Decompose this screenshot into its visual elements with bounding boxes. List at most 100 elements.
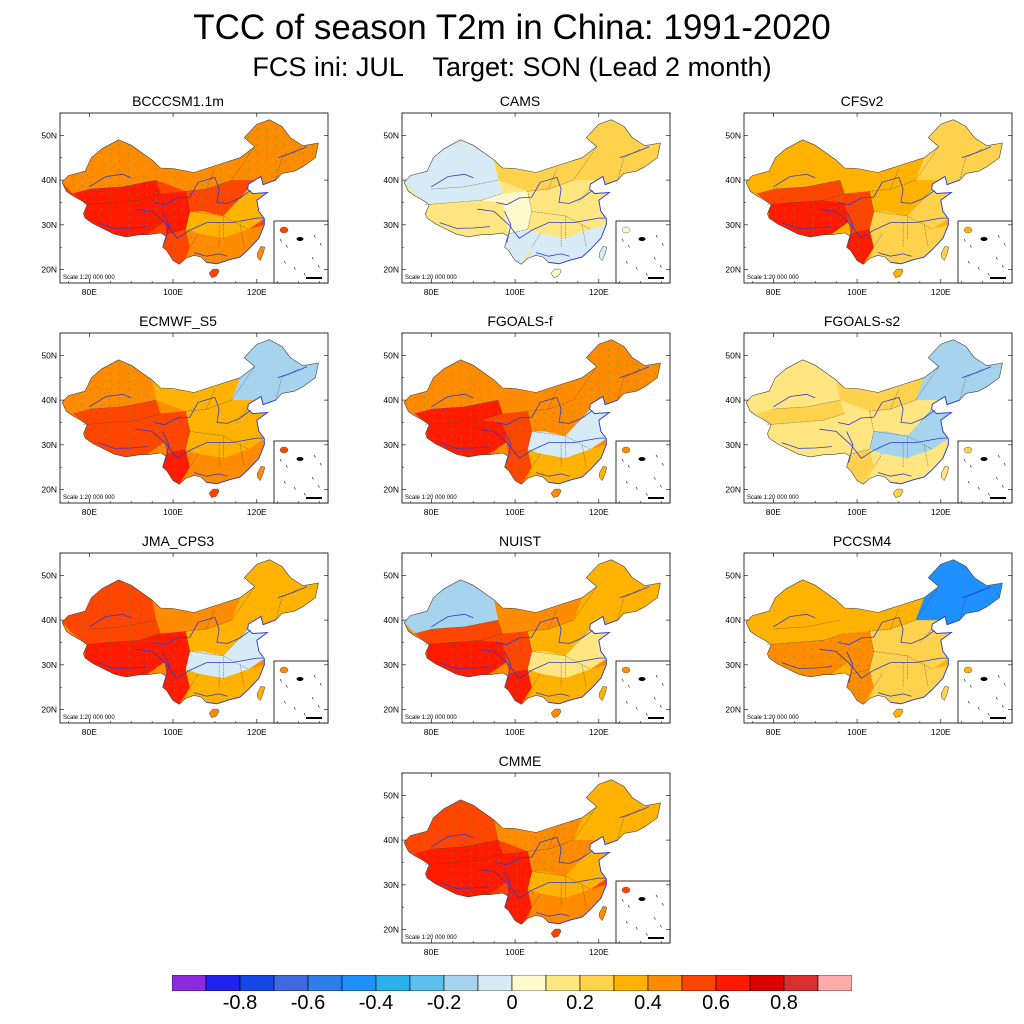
sig-marker: + — [479, 655, 482, 660]
sig-marker: + — [626, 371, 629, 376]
colorbar-swatch — [375, 975, 411, 991]
sig-marker: + — [469, 403, 472, 408]
sig-marker: + — [506, 679, 509, 684]
sig-marker: + — [442, 403, 445, 408]
colorbar-swatch — [579, 975, 615, 991]
map-panel-bcccsm1-1m: BCCCSM1.1m + + + + + + + + + + + + + + + + + + + + + + + + + + + + + +… — [28, 93, 329, 297]
sig-marker: + — [109, 199, 112, 204]
y-tick-label: 40N — [383, 835, 399, 845]
sig-marker: + — [515, 427, 518, 432]
sig-marker: + — [543, 411, 546, 416]
tcc-region — [425, 640, 509, 677]
sig-marker: + — [525, 851, 528, 856]
sig-marker: + — [127, 583, 130, 588]
sig-marker: + — [515, 671, 518, 676]
sig-marker: + — [497, 883, 500, 888]
y-tick-label: 30N — [383, 220, 399, 230]
sig-marker: + — [183, 207, 186, 212]
taiwan-island — [598, 466, 608, 482]
sig-marker: + — [811, 207, 814, 212]
sig-marker: + — [571, 419, 574, 424]
sig-marker: + — [118, 223, 121, 228]
colorbar-tick-label: -0.6 — [290, 992, 326, 1014]
hainan-island — [208, 708, 220, 718]
sig-marker: + — [109, 427, 112, 432]
sig-marker: + — [100, 419, 103, 424]
sig-marker: + — [173, 631, 176, 636]
sig-marker: + — [164, 427, 167, 432]
sig-marker: + — [460, 803, 463, 808]
sig-marker: + — [525, 687, 528, 692]
sig-marker: + — [451, 427, 454, 432]
y-tick-label: 30N — [383, 440, 399, 450]
tcc-region — [185, 620, 255, 656]
sig-marker: + — [488, 835, 491, 840]
map-panel-fgoals-s2: FGOALS-s2 Scale 1:20 000 000 50N 40N 30N 20N 8… — [712, 313, 1013, 517]
sig-marker: + — [848, 679, 851, 684]
sig-marker: + — [617, 371, 620, 376]
sig-marker: + — [433, 819, 436, 824]
sig-marker: + — [506, 827, 509, 832]
scale-note: Scale 1:20 000 000 — [405, 495, 457, 501]
sig-marker: + — [867, 207, 870, 212]
sig-marker: + — [793, 655, 796, 660]
x-tick-label: 80E — [424, 727, 439, 737]
x-tick-label: 80E — [766, 287, 781, 297]
tcc-region — [915, 559, 1003, 625]
tcc-region — [414, 180, 503, 205]
sig-marker: + — [784, 647, 787, 652]
sig-marker: + — [146, 607, 149, 612]
sig-marker: + — [451, 883, 454, 888]
axis-ticks: 50N 40N 30N 20N 80E 100E 120E — [41, 112, 328, 297]
sig-marker: + — [109, 647, 112, 652]
sig-marker: + — [247, 167, 250, 172]
sig-marker: + — [183, 459, 186, 464]
sig-marker: + — [433, 875, 436, 880]
sig-marker: + — [238, 167, 241, 172]
sig-marker: + — [127, 159, 130, 164]
sig-marker: + — [109, 207, 112, 212]
coastline — [548, 395, 618, 485]
river-line — [431, 613, 474, 628]
sig-marker: + — [469, 827, 472, 832]
province-border — [189, 453, 199, 468]
sig-marker: + — [146, 231, 149, 236]
sig-marker: + — [118, 647, 121, 652]
tcc-region — [846, 229, 874, 265]
sig-marker: + — [109, 615, 112, 620]
sig-marker: + — [127, 223, 130, 228]
river-line — [838, 396, 935, 426]
sig-marker: + — [81, 183, 84, 188]
sig-marker: + — [109, 151, 112, 156]
y-tick-label: 50N — [41, 350, 57, 360]
sig-marker: + — [173, 435, 176, 440]
province-border — [239, 444, 245, 468]
sig-marker: + — [100, 591, 103, 596]
sig-marker: + — [821, 199, 824, 204]
sig-marker: + — [515, 687, 518, 692]
sig-marker: + — [173, 427, 176, 432]
sig-marker: + — [109, 639, 112, 644]
tcc-region — [869, 400, 939, 436]
south-china-sea-inset — [957, 440, 1013, 504]
sig-marker: + — [118, 379, 121, 384]
sig-marker: + — [183, 639, 186, 644]
sig-marker: + — [433, 867, 436, 872]
sig-marker: + — [857, 239, 860, 244]
sig-marker: + — [219, 207, 222, 212]
colorbar-swatch — [715, 975, 751, 991]
sig-marker: + — [100, 435, 103, 440]
sig-marker: + — [469, 363, 472, 368]
sig-marker: + — [173, 687, 176, 692]
sig-marker: + — [173, 167, 176, 172]
sig-marker: + — [442, 859, 445, 864]
sig-marker: + — [488, 891, 491, 896]
tcc-region — [527, 409, 610, 459]
tcc-region — [504, 449, 532, 485]
province-border — [573, 366, 597, 401]
panel-title: CAMS — [499, 93, 541, 109]
map-panel-pccsm4: PCCSM4 + + + + + + + + + + + + + + + + + + + + + + + + + + + + + + + + + +… — [712, 533, 1013, 737]
map-panel-nuist: NUIST + + + + + + + + + + + + + + + + + + + + + + + + + + + + + + + + + + +… — [370, 533, 671, 737]
province-border — [206, 608, 216, 630]
sig-marker: + — [497, 663, 500, 668]
